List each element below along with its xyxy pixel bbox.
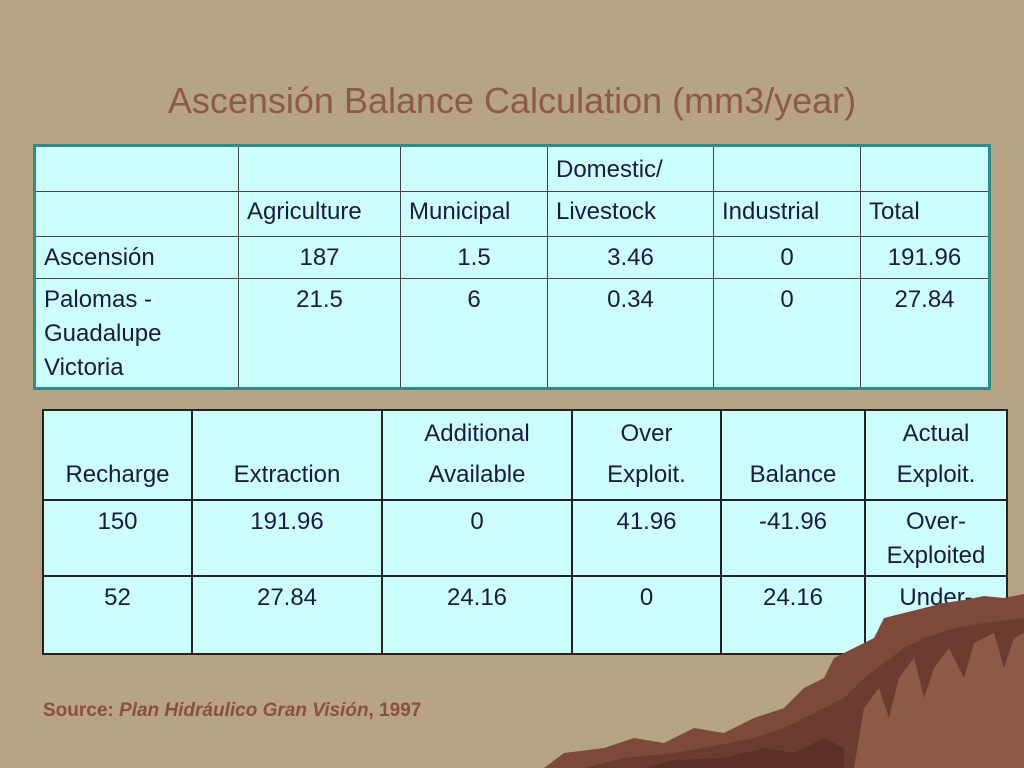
row-label: Palomas - Guadalupe Victoria xyxy=(34,278,239,389)
table-header-row: Agriculture Municipal Livestock Industri… xyxy=(34,191,990,237)
source-label: Source: xyxy=(43,700,114,721)
table-row: Ascensión 187 1.5 3.46 0 191.96 xyxy=(34,236,990,279)
header-cell xyxy=(42,409,193,455)
table-cell: 0 xyxy=(713,278,861,389)
header-cell: Municipal xyxy=(400,191,548,237)
header-cell: Exploit. xyxy=(864,455,1008,501)
source-year: , 1997 xyxy=(368,700,422,721)
rock-formation-image xyxy=(544,594,1024,768)
header-cell: Available xyxy=(381,455,573,501)
table-cell: 41.96 xyxy=(571,499,722,577)
table-cell: 191.96 xyxy=(191,499,383,577)
table-cell: 24.16 xyxy=(381,575,573,655)
header-cell: Extraction xyxy=(191,455,383,501)
table-cell: 0 xyxy=(571,575,722,655)
table-cell: 1.5 xyxy=(400,236,548,279)
table-cell: -41.96 xyxy=(720,499,866,577)
table-cell: 27.84 xyxy=(860,278,990,389)
table-cell: 27.84 xyxy=(191,575,383,655)
table-cell: 0.34 xyxy=(547,278,714,389)
header-cell xyxy=(720,409,866,455)
row-label: Ascensión xyxy=(34,236,239,279)
table-cell: 0 xyxy=(713,236,861,279)
table-header-row: Recharge Extraction Available Exploit. B… xyxy=(42,455,1008,501)
table-cell: 3.46 xyxy=(547,236,714,279)
table-header-row: Additional Over Actual xyxy=(42,409,1008,455)
header-cell: Domestic/ xyxy=(547,145,714,192)
table-cell: 187 xyxy=(238,236,401,279)
header-cell xyxy=(713,145,861,192)
balance-table: Additional Over Actual Recharge Extracti… xyxy=(42,409,1008,655)
table-cell: 150 xyxy=(42,499,193,577)
table-cell: 6 xyxy=(400,278,548,389)
header-cell: Total xyxy=(860,191,990,237)
header-cell: Balance xyxy=(720,455,866,501)
header-cell xyxy=(34,145,239,192)
header-cell: Agriculture xyxy=(238,191,401,237)
table-cell: Over-Exploited xyxy=(864,499,1008,577)
table-cell: 0 xyxy=(381,499,573,577)
header-cell xyxy=(34,191,239,237)
header-cell: Recharge xyxy=(42,455,193,501)
header-cell: Actual xyxy=(864,409,1008,455)
header-cell: Industrial xyxy=(713,191,861,237)
header-cell xyxy=(400,145,548,192)
header-cell: Additional xyxy=(381,409,573,455)
table-cell: 191.96 xyxy=(860,236,990,279)
source-note: Source: Plan Hidráulico Gran Visión, 199… xyxy=(43,700,421,722)
header-cell xyxy=(191,409,383,455)
table-row: Palomas - Guadalupe Victoria 21.5 6 0.34… xyxy=(34,278,990,389)
header-cell: Over xyxy=(571,409,722,455)
table-row: 150 191.96 0 41.96 -41.96 Over-Exploited xyxy=(42,499,1008,577)
table-cell: 21.5 xyxy=(238,278,401,389)
header-cell: Livestock xyxy=(547,191,714,237)
header-cell xyxy=(238,145,401,192)
table-cell: 52 xyxy=(42,575,193,655)
source-work: Plan Hidráulico Gran Visión xyxy=(119,700,369,721)
consumption-table: Domestic/ Agriculture Municipal Livestoc… xyxy=(33,144,991,390)
table-cell: 24.16 xyxy=(720,575,866,655)
slide-title: Ascensión Balance Calculation (mm3/year) xyxy=(167,80,857,121)
header-cell xyxy=(860,145,990,192)
header-cell: Exploit. xyxy=(571,455,722,501)
table-header-row: Domestic/ xyxy=(34,145,990,192)
